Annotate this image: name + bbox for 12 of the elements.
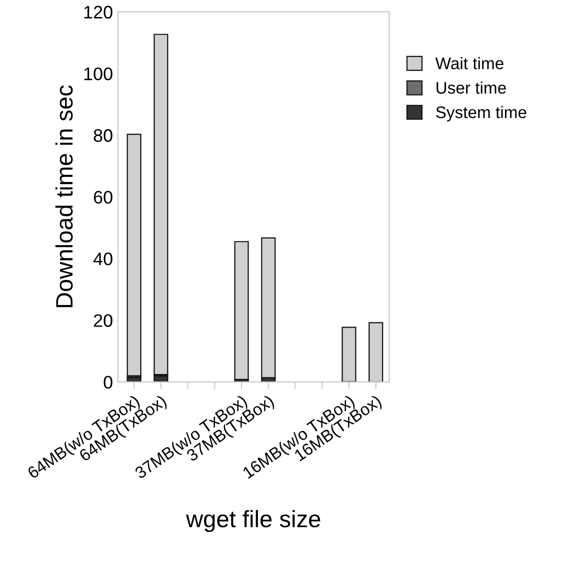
y-tick-label: 60 [94, 190, 112, 204]
y-tick-label: 40 [93, 252, 112, 266]
y-tick-label: 120 [84, 6, 112, 19]
y-tick-label: 80 [94, 129, 112, 142]
x-axis-title: wget file size [186, 510, 320, 532]
legend-label: User time [436, 82, 506, 94]
y-axis-title: Download time in sec [55, 85, 73, 308]
y-tick-label: 0 [104, 376, 112, 389]
y-tick-label: 20 [94, 314, 112, 327]
legend-label: System time [436, 106, 526, 122]
y-tick-label: 100 [84, 67, 112, 80]
legend-label: Wait time [435, 57, 504, 70]
